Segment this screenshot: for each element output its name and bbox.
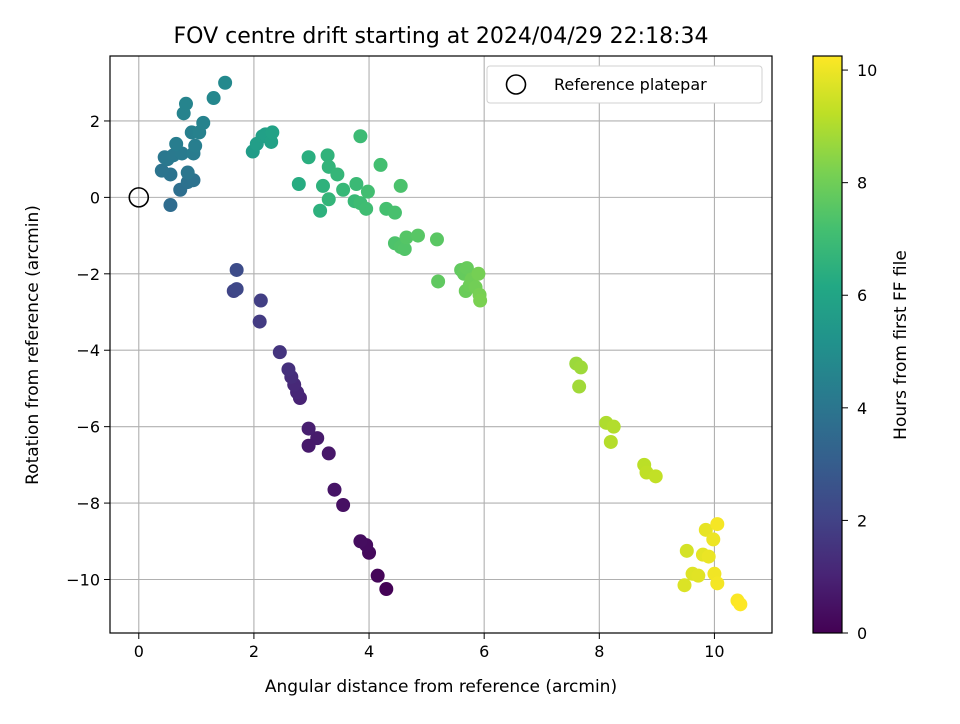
y-tick-label: −10 (66, 571, 100, 590)
data-point (606, 419, 621, 434)
y-tick-label: −8 (76, 494, 100, 513)
data-point (353, 534, 368, 549)
data-point (188, 138, 203, 153)
data-point (320, 148, 335, 163)
reference-marker (128, 187, 150, 208)
data-point (301, 150, 316, 165)
data-point (370, 568, 385, 583)
data-point (336, 182, 351, 197)
data-point (206, 91, 221, 106)
data-point (429, 232, 444, 247)
legend-label: Reference platepar (554, 75, 707, 94)
plot-area (109, 55, 773, 634)
data-point (679, 543, 694, 558)
y-axis-label: Rotation from reference (arcmin) (23, 205, 43, 485)
data-point (154, 163, 169, 178)
data-point (399, 230, 414, 245)
data-point (291, 177, 306, 192)
data-point (359, 201, 374, 216)
y-tick-label: 0 (90, 188, 100, 207)
data-point (169, 136, 184, 151)
data-point (196, 115, 211, 130)
data-point (253, 293, 268, 308)
data-point (698, 522, 713, 537)
data-point (459, 261, 474, 276)
data-point (691, 568, 706, 583)
data-point (706, 532, 721, 547)
y-tick-label: −6 (76, 418, 100, 437)
data-point (701, 549, 716, 564)
data-point (379, 582, 394, 597)
plot-frame (109, 55, 773, 634)
x-tick-label: 6 (479, 642, 489, 661)
data-point (178, 96, 193, 111)
legend-marker (505, 74, 527, 95)
y-axis: −10 −8 −6 −4 −2 0 2 (66, 112, 110, 590)
x-axis: 0 2 4 6 8 10 (134, 633, 725, 661)
data-point (710, 576, 725, 591)
colorbar-tick-label: 0 (857, 624, 867, 643)
legend-box (486, 65, 763, 104)
data-point (281, 362, 296, 377)
x-tick-label: 4 (364, 642, 374, 661)
data-point (327, 482, 342, 497)
colorbar-gradient (812, 55, 843, 634)
data-point (313, 203, 328, 218)
data-point (397, 241, 412, 256)
data-point (336, 497, 351, 512)
data-point (710, 517, 725, 532)
colorbar-tick-label: 10 (857, 61, 877, 80)
colorbar-tick-label: 4 (857, 399, 867, 418)
data-point (677, 578, 692, 593)
data-point (373, 157, 388, 172)
data-point (387, 205, 402, 220)
data-points (154, 75, 748, 612)
data-point (180, 165, 195, 180)
colorbar-tick-label: 2 (857, 511, 867, 530)
data-point (301, 438, 316, 453)
colorbar-tick-label: 8 (857, 174, 867, 193)
data-point (648, 469, 663, 484)
data-point (218, 75, 233, 90)
data-point (163, 198, 178, 213)
data-point (330, 167, 345, 182)
colorbar: 0 2 4 6 8 10 Hours from first FF file (812, 55, 911, 643)
data-point (733, 597, 748, 612)
chart-title: FOV centre drift starting at 2024/04/29 … (174, 24, 709, 49)
x-tick-label: 2 (249, 642, 259, 661)
data-point (229, 282, 244, 297)
data-point (272, 345, 287, 360)
x-tick-label: 0 (134, 642, 144, 661)
data-point (252, 314, 267, 329)
data-point (349, 177, 364, 192)
colorbar-ticks: 0 2 4 6 8 10 (842, 61, 877, 643)
colorbar-label: Hours from first FF file (891, 250, 911, 440)
x-tick-label: 10 (704, 642, 724, 661)
data-point (321, 446, 336, 461)
data-point (265, 125, 280, 140)
data-point (473, 293, 488, 308)
data-point (321, 192, 336, 207)
data-point (471, 266, 486, 281)
legend: Reference platepar (486, 65, 763, 104)
x-tick-label: 8 (594, 642, 604, 661)
data-point (572, 379, 587, 394)
colorbar-tick-label: 6 (857, 286, 867, 305)
y-tick-label: −2 (76, 265, 100, 284)
y-tick-label: 2 (90, 112, 100, 131)
x-axis-label: Angular distance from reference (arcmin) (265, 677, 617, 697)
y-tick-label: −4 (76, 341, 100, 360)
data-point (603, 434, 618, 449)
data-point (353, 129, 368, 144)
data-point (431, 274, 446, 289)
data-point (301, 421, 316, 436)
data-point (315, 178, 330, 193)
grid-lines (110, 56, 772, 633)
data-point (573, 360, 588, 375)
data-point (393, 178, 408, 193)
data-point (410, 228, 425, 243)
data-point (360, 184, 375, 199)
data-point (229, 262, 244, 277)
